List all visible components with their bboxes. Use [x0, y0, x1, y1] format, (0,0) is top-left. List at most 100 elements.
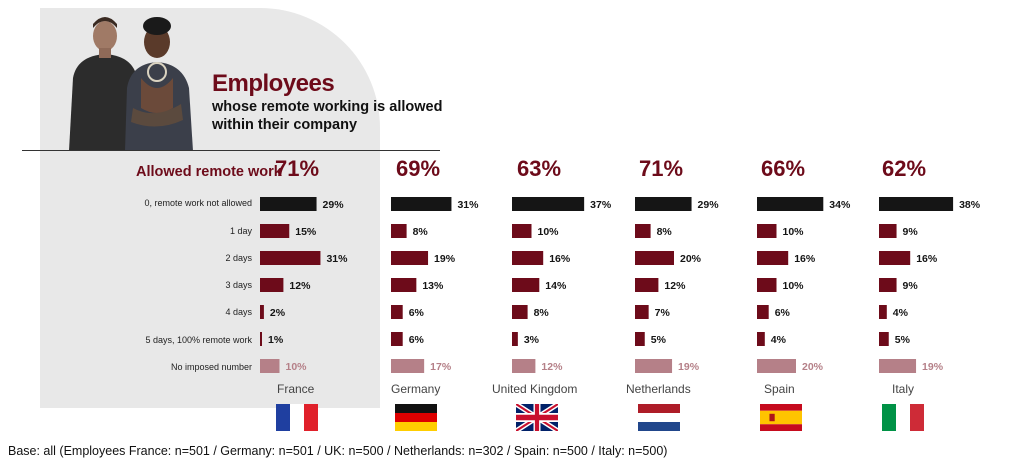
bar-italy — [879, 278, 897, 292]
bar-united-kingdom — [512, 278, 540, 292]
bar-netherlands — [635, 305, 649, 319]
france-flag-icon — [276, 404, 318, 431]
allowed-remote-work-label: Allowed remote work — [136, 164, 282, 180]
bar-france — [260, 332, 262, 346]
data-label-germany: 19% — [434, 253, 456, 265]
data-label-united-kingdom: 8% — [534, 307, 550, 319]
data-label-germany: 6% — [409, 307, 425, 319]
bar-france — [260, 278, 284, 292]
bar-italy — [879, 305, 887, 319]
data-label-spain: 4% — [771, 334, 787, 346]
data-label-spain: 34% — [829, 199, 851, 211]
bar-united-kingdom — [512, 197, 585, 211]
country-label-netherlands: Netherlands — [626, 382, 691, 396]
data-label-italy: 19% — [922, 361, 944, 373]
category-label: 4 days — [225, 307, 252, 317]
bar-netherlands — [635, 197, 692, 211]
category-label: 1 day — [229, 226, 252, 236]
bar-united-kingdom — [512, 305, 528, 319]
data-label-france: 12% — [289, 280, 311, 292]
bar-netherlands — [635, 359, 673, 373]
country-label-italy: Italy — [892, 382, 915, 396]
bar-germany — [391, 251, 429, 265]
bar-germany — [391, 197, 452, 211]
bar-italy — [879, 359, 917, 373]
data-label-spain: 10% — [783, 280, 805, 292]
data-label-germany: 8% — [413, 226, 429, 238]
bar-italy — [879, 251, 911, 265]
data-label-united-kingdom: 10% — [538, 226, 560, 238]
data-label-france: 10% — [286, 361, 308, 373]
bar-netherlands — [635, 278, 659, 292]
bar-united-kingdom — [512, 332, 518, 346]
united-kingdom-flag-icon — [516, 404, 558, 431]
data-label-united-kingdom: 3% — [524, 334, 540, 346]
allowed-pct-united-kingdom: 63% — [517, 156, 562, 181]
bar-france — [260, 197, 317, 211]
country-label-united-kingdom: United Kingdom — [492, 382, 578, 396]
bar-germany — [391, 224, 407, 238]
germany-flag-icon — [395, 404, 437, 431]
bar-netherlands — [635, 251, 674, 265]
bar-france — [260, 251, 321, 265]
bar-france — [260, 305, 264, 319]
category-label: No imposed number — [170, 362, 252, 372]
bar-spain — [757, 197, 824, 211]
data-label-germany: 6% — [409, 334, 425, 346]
bar-united-kingdom — [512, 359, 536, 373]
bar-germany — [391, 359, 425, 373]
data-label-united-kingdom: 14% — [545, 280, 567, 292]
bar-netherlands — [635, 332, 645, 346]
country-label-france: France — [277, 382, 315, 396]
data-label-united-kingdom: 16% — [549, 253, 571, 265]
bar-netherlands — [635, 224, 651, 238]
bar-germany — [391, 305, 403, 319]
data-label-france: 1% — [268, 334, 284, 346]
bar-united-kingdom — [512, 224, 532, 238]
allowed-pct-italy: 62% — [882, 156, 927, 181]
bar-italy — [879, 197, 954, 211]
bar-spain — [757, 359, 796, 373]
data-label-spain: 20% — [802, 361, 824, 373]
data-label-italy: 5% — [895, 334, 911, 346]
data-label-italy: 4% — [893, 307, 909, 319]
data-label-france: 15% — [295, 226, 317, 238]
data-label-spain: 16% — [794, 253, 816, 265]
data-label-france: 2% — [270, 307, 286, 319]
data-label-italy: 38% — [959, 199, 981, 211]
data-label-italy: 16% — [916, 253, 938, 265]
data-label-germany: 31% — [457, 199, 479, 211]
bar-united-kingdom — [512, 251, 544, 265]
data-label-netherlands: 8% — [657, 226, 673, 238]
data-label-france: 31% — [326, 253, 348, 265]
data-label-italy: 9% — [903, 280, 919, 292]
category-label: 0, remote work not allowed — [144, 198, 252, 208]
category-label: 3 days — [225, 280, 252, 290]
data-label-netherlands: 29% — [698, 199, 720, 211]
allowed-pct-netherlands: 71% — [639, 156, 684, 181]
data-label-netherlands: 19% — [678, 361, 700, 373]
base-note: Base: all (Employees France: n=501 / Ger… — [8, 444, 668, 458]
bar-italy — [879, 224, 897, 238]
spain-flag-icon — [760, 404, 802, 431]
employees-photo — [55, 8, 205, 151]
data-label-netherlands: 20% — [680, 253, 702, 265]
data-label-united-kingdom: 37% — [590, 199, 612, 211]
title-rule — [22, 150, 440, 151]
allowed-pct-spain: 66% — [761, 156, 806, 181]
data-label-spain: 10% — [783, 226, 805, 238]
bar-spain — [757, 305, 769, 319]
netherlands-flag-icon — [638, 404, 680, 431]
bar-germany — [391, 278, 417, 292]
data-label-netherlands: 5% — [651, 334, 667, 346]
bar-france — [260, 359, 280, 373]
data-label-italy: 9% — [903, 226, 919, 238]
data-label-spain: 6% — [775, 307, 791, 319]
data-label-united-kingdom: 12% — [541, 361, 563, 373]
data-label-netherlands: 12% — [664, 280, 686, 292]
category-label: 2 days — [225, 253, 252, 263]
bar-germany — [391, 332, 403, 346]
bar-italy — [879, 332, 889, 346]
allowed-pct-germany: 69% — [396, 156, 441, 181]
